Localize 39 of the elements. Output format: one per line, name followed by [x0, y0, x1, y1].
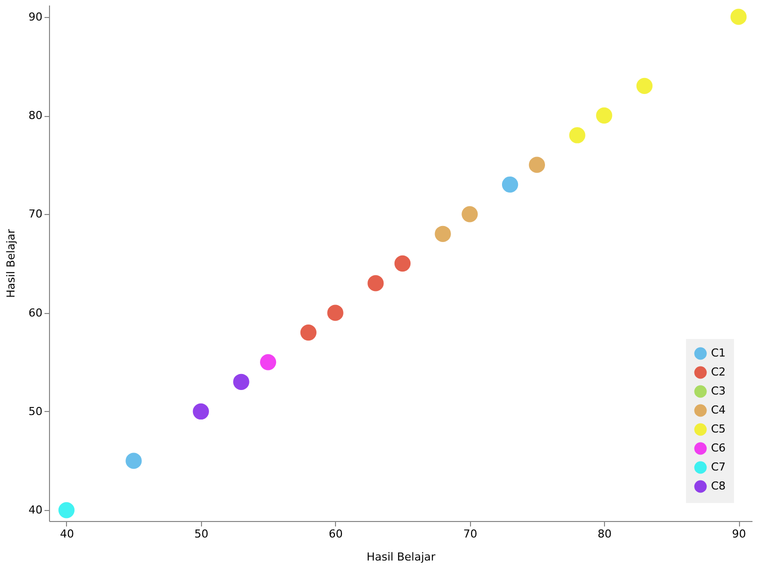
point — [569, 127, 586, 144]
point — [596, 107, 612, 124]
point — [502, 176, 518, 193]
x-tick-label: 60 — [328, 528, 343, 540]
y-tick-label: 60 — [28, 306, 42, 320]
legend-label: C3 — [711, 384, 726, 398]
y-tick-label: 50 — [28, 404, 42, 418]
legend-label: C8 — [711, 480, 726, 492]
legend-label: C6 — [711, 442, 726, 454]
x-axis-title: Hasil Belajar — [366, 550, 436, 564]
x-tick-label: 50 — [194, 528, 208, 540]
point — [636, 78, 653, 94]
point — [327, 304, 344, 321]
point — [394, 255, 411, 272]
point — [730, 8, 747, 25]
x-tick-label: 40 — [60, 528, 74, 540]
legend-label: C4 — [711, 404, 726, 416]
legend-label: C5 — [711, 422, 726, 436]
legend-label: C7 — [711, 460, 726, 474]
y-tick-label: 40 — [28, 504, 42, 517]
y-tick-label: 90 — [28, 10, 42, 24]
point — [192, 403, 209, 420]
point — [528, 156, 546, 173]
y-axis-title: Hasil Belajar — [4, 228, 18, 298]
point — [260, 354, 276, 370]
legend-label: C2 — [711, 366, 726, 378]
point — [434, 226, 451, 242]
point — [462, 206, 478, 222]
x-tick-label: 70 — [463, 528, 478, 540]
x-tick-label: 80 — [598, 528, 612, 540]
y-tick-label: 80 — [28, 109, 42, 122]
point — [233, 374, 250, 390]
point — [300, 324, 316, 341]
y-tick-label: 70 — [28, 208, 42, 221]
point — [58, 502, 75, 518]
point — [126, 452, 142, 469]
point — [368, 275, 384, 292]
legend-label: C1 — [711, 346, 726, 360]
x-tick-label: 90 — [732, 528, 746, 540]
